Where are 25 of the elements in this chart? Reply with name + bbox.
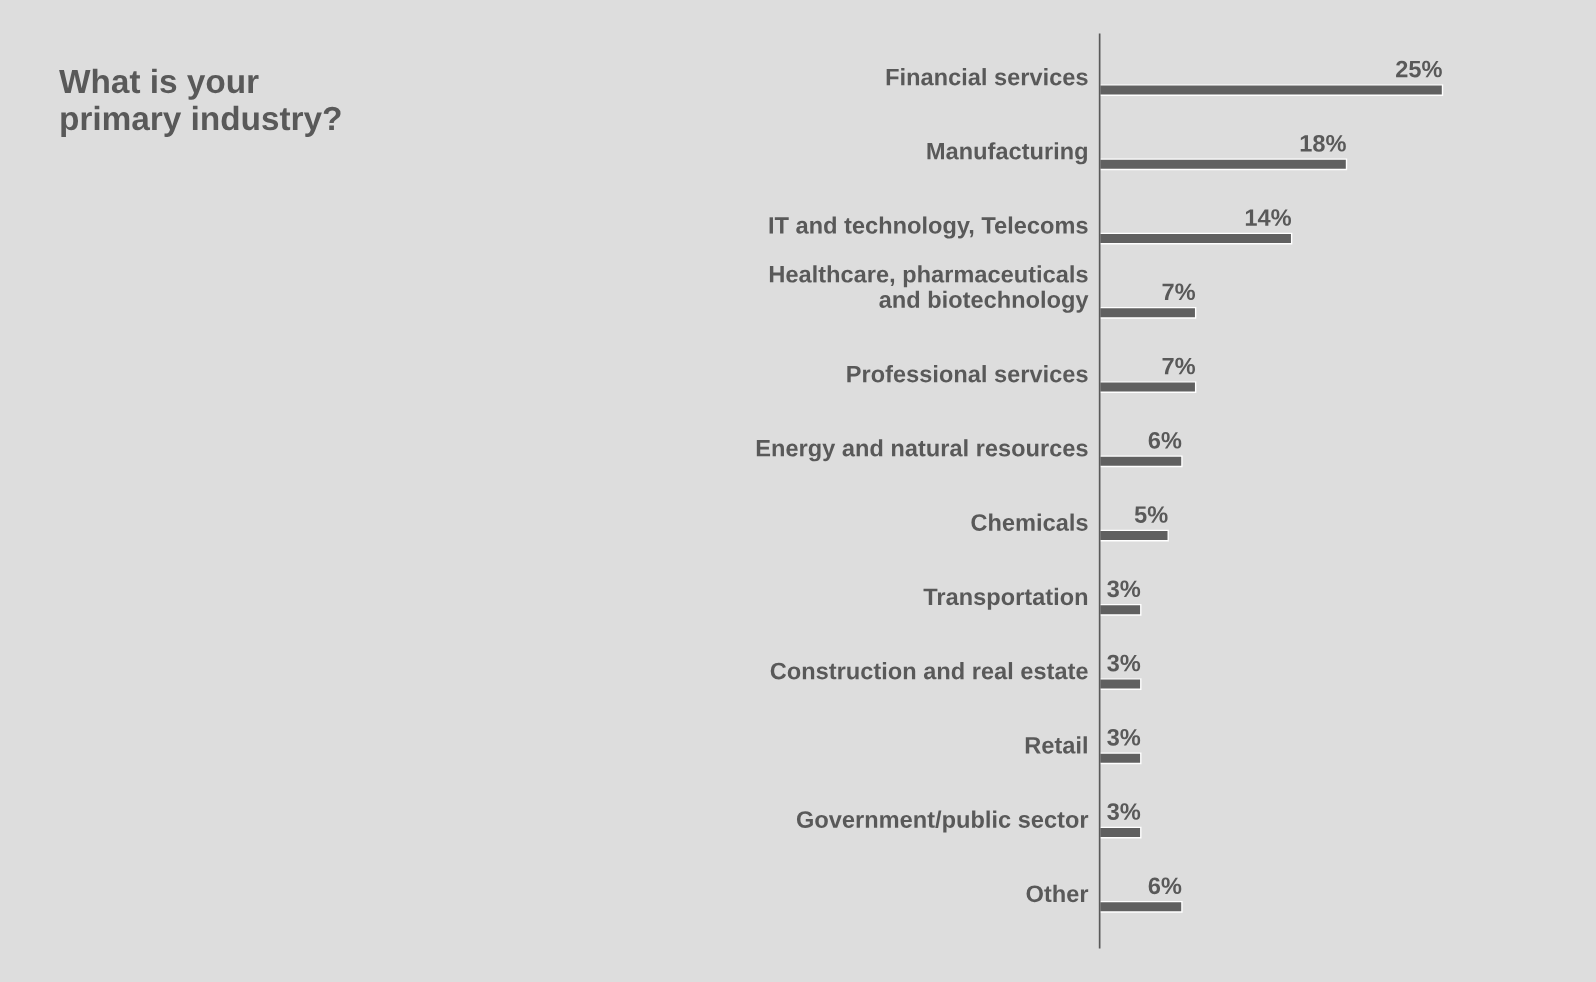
data-label: 6%	[1148, 877, 1182, 895]
data-label: 3%	[1107, 654, 1141, 672]
data-label: 6%	[1148, 431, 1182, 449]
y-tick-label: Retail	[1025, 736, 1087, 754]
data-label: 5%	[1134, 506, 1168, 523]
y-tick-label: Professional services	[847, 365, 1088, 383]
data-label: 7%	[1162, 283, 1196, 301]
data-label: 25%	[1396, 60, 1442, 78]
data-label: 18%	[1300, 134, 1346, 152]
y-tick-label: IT and technology, Telecoms	[769, 216, 1088, 239]
data-label: 3%	[1107, 580, 1141, 598]
y-tick-label: Financial services	[886, 68, 1088, 86]
data-label: 3%	[1107, 803, 1141, 820]
y-tick-label: Construction and real estate	[770, 662, 1088, 680]
y-tick-label: Chemicals	[971, 513, 1088, 531]
y-tick-label: Manufacturing	[927, 142, 1087, 165]
y-tick-label: Healthcare, pharmaceuticals and biotechnology	[769, 265, 1089, 313]
data-label: 3%	[1107, 728, 1141, 746]
data-label: 7%	[1162, 357, 1196, 375]
y-tick-label: Transportation	[923, 587, 1088, 610]
y-tick-label: Government/public sector	[796, 810, 1089, 833]
data-label: 14%	[1245, 209, 1292, 226]
y-tick-label: Other	[1026, 884, 1089, 903]
text: What is your primary industry?	[59, 68, 341, 137]
y-tick-label: Energy and natural resources	[756, 439, 1088, 462]
